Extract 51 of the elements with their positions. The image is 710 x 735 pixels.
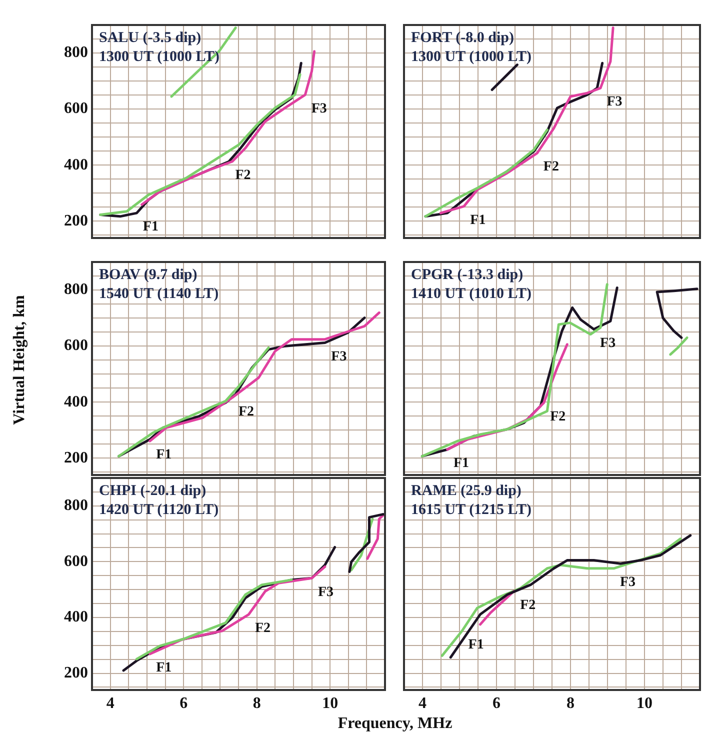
y-tick-label: 400 (64, 156, 88, 174)
text: 1410 UT (1010 LT) (411, 286, 532, 302)
y-tick-label: 600 (64, 552, 88, 570)
x-tick-label: 8 (252, 695, 261, 712)
chart-title: SALU (-3.5 dip) (99, 30, 202, 46)
text: 1615 UT (1215 LT) (411, 502, 532, 518)
y-tick-label: 200 (64, 212, 88, 230)
annotation: F1 (470, 212, 486, 228)
annotation: F2 (235, 168, 251, 184)
x-tick-label: 4 (418, 695, 426, 712)
chart-title: CPGR (-13.3 dip) (411, 267, 524, 283)
annotation: F3 (331, 349, 347, 364)
chart-title: FORT (-8.0 dip) (411, 30, 514, 46)
text: 1420 UT (1120 LT) (99, 502, 219, 518)
y-tick-label: 600 (64, 337, 88, 354)
annotation: F3 (311, 101, 327, 116)
annotation: F2 (550, 409, 566, 424)
chart-title: CHPI (-20.1 dip) (99, 483, 206, 499)
y-tick-label: 400 (64, 608, 88, 626)
annotation: F1 (142, 220, 158, 235)
x-tick-label: 6 (492, 695, 500, 712)
annotation: F3 (620, 574, 636, 590)
x-tick-label: 10 (636, 695, 652, 712)
x-tick-label: 6 (180, 695, 188, 712)
y-axis-title: Virtual Height, km (11, 295, 29, 425)
chart-title: BOAV (9.7 dip) (99, 267, 198, 283)
y-tick-label: 600 (64, 100, 88, 118)
text: 1300 UT (1000 LT) (411, 49, 532, 65)
y-tick-label: 400 (64, 393, 88, 410)
y-tick-label: 800 (64, 44, 88, 62)
annotation: F1 (156, 660, 172, 676)
x-tick-label: 8 (566, 695, 574, 712)
chart-title: RAME (25.9 dip) (411, 483, 522, 499)
annotation: F1 (156, 448, 172, 463)
y-tick-label: 800 (64, 497, 88, 514)
annotation: F2 (520, 598, 536, 613)
annotation: F3 (318, 584, 334, 600)
annotation: F3 (606, 94, 622, 110)
annotation: F3 (600, 336, 616, 351)
y-tick-label: 200 (64, 664, 88, 682)
x-tick-label: 4 (106, 695, 114, 712)
annotation: F1 (468, 637, 484, 652)
text: 1540 UT (1140 LT) (99, 286, 219, 302)
annotation: F2 (254, 621, 271, 636)
annotation: F2 (238, 404, 254, 420)
x-axis-title: Frequency, MHz (338, 715, 452, 733)
annotation: F1 (454, 456, 470, 472)
x-tick-label: 10 (322, 695, 338, 712)
y-tick-label: 800 (64, 281, 88, 298)
annotation: F2 (543, 160, 559, 175)
y-tick-label: 200 (64, 449, 88, 466)
